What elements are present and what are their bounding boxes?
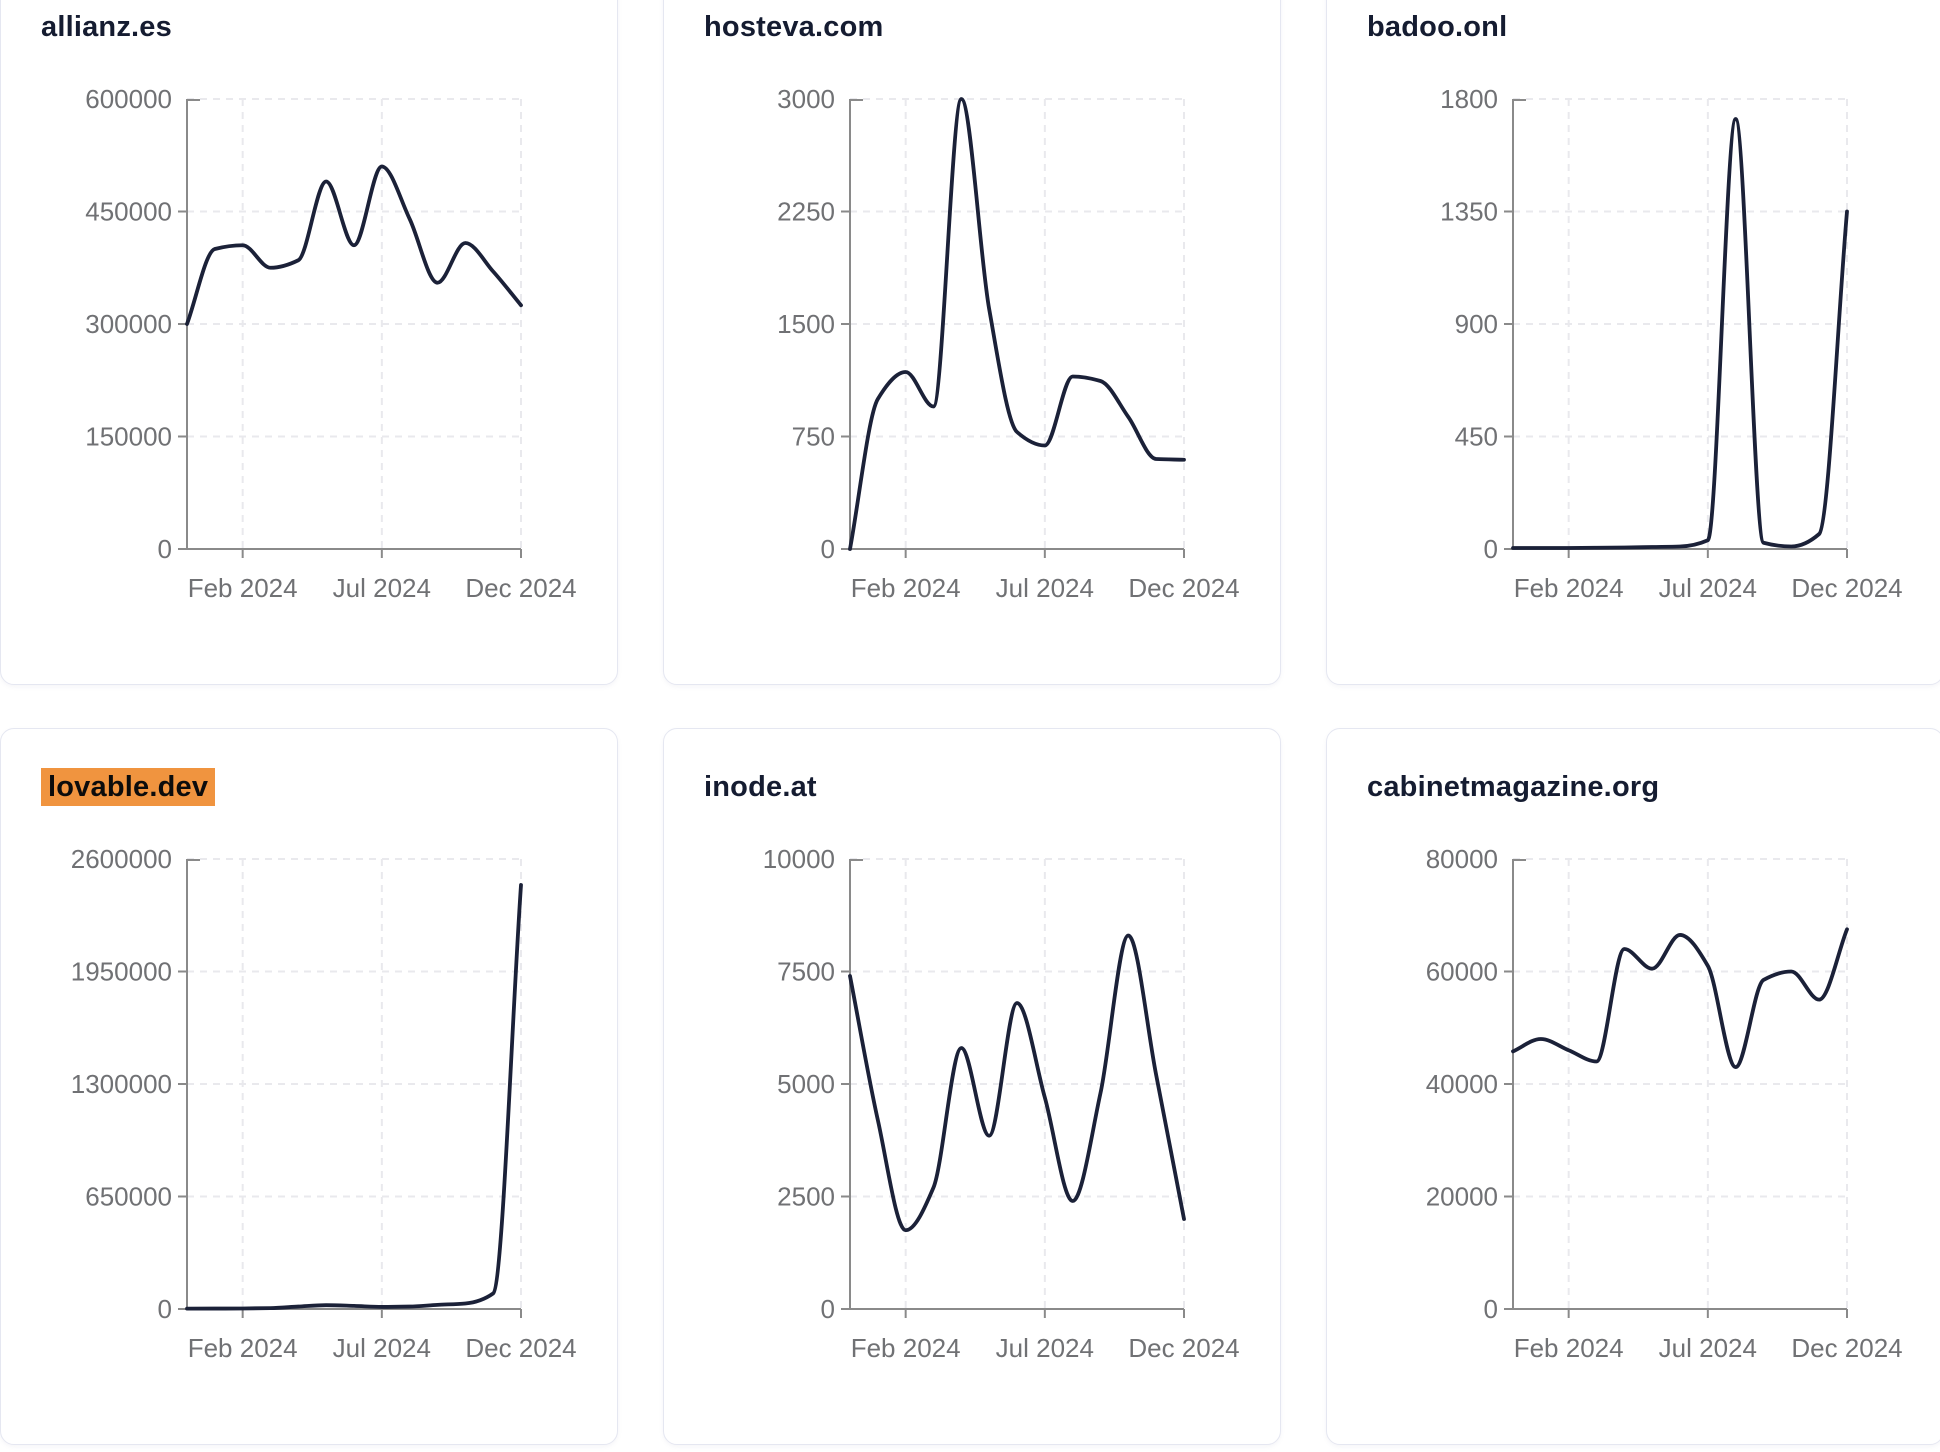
domain-card-inode[interactable]: inode.at 0 2500 5000 7500 10000 Feb 2024 Jul 2… bbox=[663, 728, 1281, 1445]
svg-text:900: 900 bbox=[1455, 309, 1498, 339]
card-title: inode.at bbox=[704, 771, 817, 804]
svg-text:1350: 1350 bbox=[1440, 197, 1498, 227]
svg-text:Feb 2024: Feb 2024 bbox=[1514, 573, 1624, 603]
domain-card-badoo[interactable]: badoo.onl 0 450 900 1350 1800 Feb 2024 Jul 202… bbox=[1326, 0, 1940, 685]
domain-name: inode.at bbox=[704, 771, 817, 803]
svg-text:450: 450 bbox=[1455, 422, 1498, 452]
svg-text:Jul 2024: Jul 2024 bbox=[1659, 1333, 1757, 1363]
svg-text:1950000: 1950000 bbox=[71, 957, 172, 987]
svg-text:650000: 650000 bbox=[85, 1182, 172, 1212]
svg-text:Dec 2024: Dec 2024 bbox=[465, 573, 576, 603]
svg-text:Feb 2024: Feb 2024 bbox=[851, 573, 961, 603]
svg-text:Jul 2024: Jul 2024 bbox=[333, 1333, 431, 1363]
svg-text:Feb 2024: Feb 2024 bbox=[1514, 1333, 1624, 1363]
svg-text:Jul 2024: Jul 2024 bbox=[1659, 573, 1757, 603]
domain-card-hosteva[interactable]: hosteva.com 0 750 1500 2250 3000 Feb 2024 Jul … bbox=[663, 0, 1281, 685]
svg-text:10000: 10000 bbox=[763, 844, 835, 874]
domain-name: allianz.es bbox=[41, 11, 172, 43]
line-chart-lovable: 0 650000 1300000 1950000 2600000 Feb 2024 Jul … bbox=[71, 844, 577, 1363]
svg-text:150000: 150000 bbox=[85, 422, 172, 452]
svg-text:2600000: 2600000 bbox=[71, 844, 172, 874]
svg-text:Dec 2024: Dec 2024 bbox=[1791, 1333, 1902, 1363]
card-title: badoo.onl bbox=[1367, 11, 1507, 44]
svg-text:Feb 2024: Feb 2024 bbox=[188, 1333, 298, 1363]
svg-text:1300000: 1300000 bbox=[71, 1069, 172, 1099]
svg-text:80000: 80000 bbox=[1426, 844, 1498, 874]
svg-text:600000: 600000 bbox=[85, 84, 172, 114]
svg-text:0: 0 bbox=[158, 534, 172, 564]
svg-text:Dec 2024: Dec 2024 bbox=[1128, 573, 1239, 603]
svg-text:5000: 5000 bbox=[777, 1069, 835, 1099]
svg-text:2500: 2500 bbox=[777, 1182, 835, 1212]
svg-text:Jul 2024: Jul 2024 bbox=[996, 573, 1094, 603]
line-chart-badoo: 0 450 900 1350 1800 Feb 2024 Jul 2024 Dec 2024 bbox=[1440, 84, 1903, 603]
svg-text:0: 0 bbox=[1484, 534, 1498, 564]
domain-name: cabinetmagazine.org bbox=[1367, 771, 1660, 803]
svg-text:750: 750 bbox=[792, 422, 835, 452]
svg-text:Feb 2024: Feb 2024 bbox=[851, 1333, 961, 1363]
domain-card-allianz[interactable]: allianz.es 0 150000 300000 450000 600000 Feb … bbox=[0, 0, 618, 685]
svg-text:300000: 300000 bbox=[85, 309, 172, 339]
svg-text:Feb 2024: Feb 2024 bbox=[188, 573, 298, 603]
svg-text:0: 0 bbox=[821, 534, 835, 564]
svg-text:Dec 2024: Dec 2024 bbox=[465, 1333, 576, 1363]
card-title: allianz.es bbox=[41, 11, 172, 44]
svg-text:0: 0 bbox=[158, 1294, 172, 1324]
card-title: hosteva.com bbox=[704, 11, 884, 44]
svg-text:1500: 1500 bbox=[777, 309, 835, 339]
domain-name: badoo.onl bbox=[1367, 11, 1508, 43]
svg-text:2250: 2250 bbox=[777, 197, 835, 227]
line-chart-hosteva: 0 750 1500 2250 3000 Feb 2024 Jul 2024 Dec 2024 bbox=[777, 84, 1240, 603]
svg-text:Dec 2024: Dec 2024 bbox=[1791, 573, 1902, 603]
svg-text:1800: 1800 bbox=[1440, 84, 1498, 114]
svg-text:Dec 2024: Dec 2024 bbox=[1128, 1333, 1239, 1363]
card-title: cabinetmagazine.org bbox=[1367, 771, 1659, 804]
domain-card-lovable[interactable]: lovable.dev 0 650000 1300000 1950000 2600000… bbox=[0, 728, 618, 1445]
line-chart-inode: 0 2500 5000 7500 10000 Feb 2024 Jul 2024 Dec 20… bbox=[763, 844, 1240, 1363]
line-chart-allianz: 0 150000 300000 450000 600000 Feb 2024 Jul 202… bbox=[85, 84, 576, 603]
domain-name-highlighted: lovable.dev bbox=[41, 768, 216, 806]
svg-text:3000: 3000 bbox=[777, 84, 835, 114]
card-title: lovable.dev bbox=[41, 768, 216, 806]
line-chart-cabinetmagazine: 0 20000 40000 60000 80000 Feb 2024 Jul 2024 Dec… bbox=[1426, 844, 1903, 1363]
svg-text:7500: 7500 bbox=[777, 957, 835, 987]
svg-text:20000: 20000 bbox=[1426, 1182, 1498, 1212]
domain-name: hosteva.com bbox=[704, 11, 884, 43]
domain-card-cabinetmagazine[interactable]: cabinetmagazine.org 0 20000 40000 60000 8000… bbox=[1326, 728, 1940, 1445]
svg-text:40000: 40000 bbox=[1426, 1069, 1498, 1099]
svg-text:0: 0 bbox=[1484, 1294, 1498, 1324]
svg-text:Jul 2024: Jul 2024 bbox=[996, 1333, 1094, 1363]
svg-text:0: 0 bbox=[821, 1294, 835, 1324]
svg-text:450000: 450000 bbox=[85, 197, 172, 227]
svg-text:Jul 2024: Jul 2024 bbox=[333, 573, 431, 603]
svg-text:60000: 60000 bbox=[1426, 957, 1498, 987]
